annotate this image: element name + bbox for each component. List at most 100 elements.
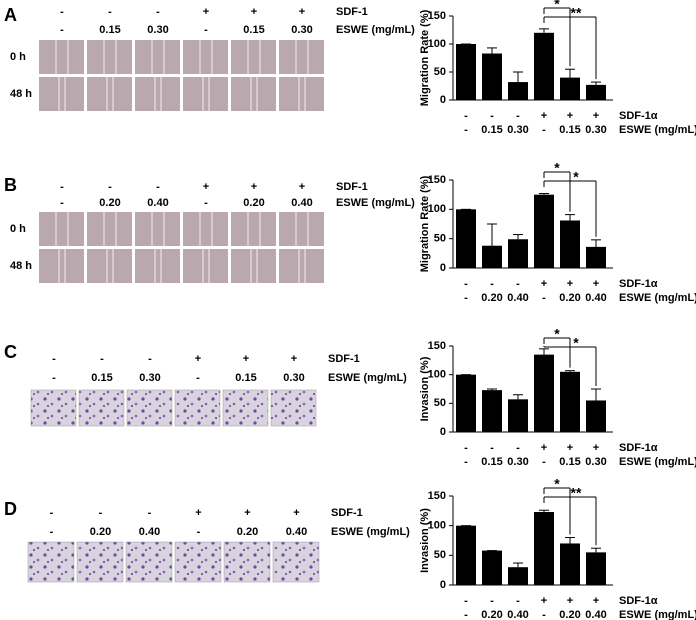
micrograph [183, 249, 228, 283]
wound-line [58, 77, 60, 111]
bar [534, 194, 554, 268]
wound-line [304, 249, 306, 283]
micrograph [174, 389, 221, 427]
x-condition-label: 0.30 [585, 124, 606, 136]
condition-label: + [299, 6, 305, 18]
bar [560, 543, 580, 585]
x-condition-label: - [542, 456, 546, 468]
time-label: 48 h [10, 260, 32, 272]
condition-label: + [299, 181, 305, 193]
significance-label: * [554, 476, 560, 492]
wound-line [160, 249, 162, 283]
x-condition-label: 0.20 [481, 292, 502, 304]
x-condition-label: - [516, 595, 520, 607]
condition-label: 0.15 [243, 24, 264, 36]
micrograph [39, 212, 84, 246]
y-tick-label: 150 [428, 174, 446, 186]
bar [482, 245, 502, 268]
condition-label: - [156, 181, 160, 193]
x-condition-label: - [464, 292, 468, 304]
x-condition-label: - [464, 278, 468, 290]
wound-line [151, 40, 153, 74]
x-condition-label: 0.30 [585, 456, 606, 468]
micrograph [231, 212, 276, 246]
micrograph [135, 249, 180, 283]
y-tick-label: 100 [428, 38, 446, 50]
wound-line [208, 77, 210, 111]
x-condition-name: SDF-1α [619, 442, 658, 454]
y-tick-label: 50 [434, 66, 446, 78]
wound-line [295, 40, 297, 74]
x-condition-label: 0.15 [481, 124, 502, 136]
y-tick-label: 150 [428, 340, 446, 352]
y-tick-label: 0 [440, 94, 446, 106]
wound-line [259, 40, 261, 74]
micrograph [126, 389, 173, 427]
x-condition-label: + [541, 595, 547, 607]
bar [456, 209, 476, 268]
bar [534, 512, 554, 585]
condition-label: - [197, 526, 201, 538]
condition-label: - [108, 6, 112, 18]
micrograph [39, 77, 84, 111]
wound-line [211, 40, 213, 74]
condition-label: - [148, 353, 152, 365]
bar [456, 44, 476, 100]
condition-label: - [52, 372, 56, 384]
y-axis-title: Invasion (%) [419, 508, 431, 573]
condition-label: - [196, 372, 200, 384]
x-condition-name: SDF-1α [619, 595, 658, 607]
x-condition-label: 0.15 [559, 124, 580, 136]
wound-line [256, 249, 258, 283]
bar [508, 399, 528, 432]
condition-label: - [204, 197, 208, 209]
wound-line [106, 249, 108, 283]
x-condition-label: - [542, 124, 546, 136]
wound-line [151, 212, 153, 246]
condition-name: SDF-1 [336, 181, 368, 193]
wound-line [307, 40, 309, 74]
x-condition-label: - [464, 595, 468, 607]
wound-line [55, 212, 57, 246]
bar [586, 84, 606, 100]
wound-line [250, 77, 252, 111]
x-condition-label: + [593, 442, 599, 454]
x-condition-name: SDF-1α [619, 278, 658, 290]
condition-label: - [60, 197, 64, 209]
x-condition-label: - [464, 609, 468, 620]
condition-label: - [148, 507, 152, 519]
condition-label: - [50, 507, 54, 519]
panel-letter: A [4, 5, 17, 25]
micrograph [87, 40, 132, 74]
y-tick-label: 0 [440, 262, 446, 274]
significance-label: ** [571, 485, 582, 501]
condition-label: 0.20 [99, 197, 120, 209]
micrograph [183, 77, 228, 111]
significance-label: * [554, 326, 560, 342]
panel-letter: C [4, 342, 17, 362]
condition-label: - [60, 24, 64, 36]
micrograph [27, 541, 75, 583]
condition-label: 0.40 [286, 526, 307, 538]
y-axis-title: Migration Rate (%) [419, 9, 431, 106]
condition-label: 0.40 [139, 526, 160, 538]
x-condition-label: + [593, 110, 599, 122]
condition-label: + [251, 6, 257, 18]
condition-name: SDF-1 [336, 6, 368, 18]
micrograph [231, 249, 276, 283]
micrograph [279, 249, 324, 283]
wound-line [67, 40, 69, 74]
wound-line [208, 249, 210, 283]
micrograph [231, 40, 276, 74]
condition-label: - [156, 6, 160, 18]
condition-label: - [60, 181, 64, 193]
condition-name: SDF-1 [328, 353, 360, 365]
bar [482, 53, 502, 100]
panel-letter: B [4, 175, 17, 195]
condition-label: - [204, 24, 208, 36]
bar [456, 374, 476, 432]
condition-name: ESWE (mg/mL) [336, 24, 415, 36]
micrograph [78, 389, 125, 427]
significance-label: * [573, 169, 579, 185]
y-tick-label: 100 [428, 520, 446, 532]
